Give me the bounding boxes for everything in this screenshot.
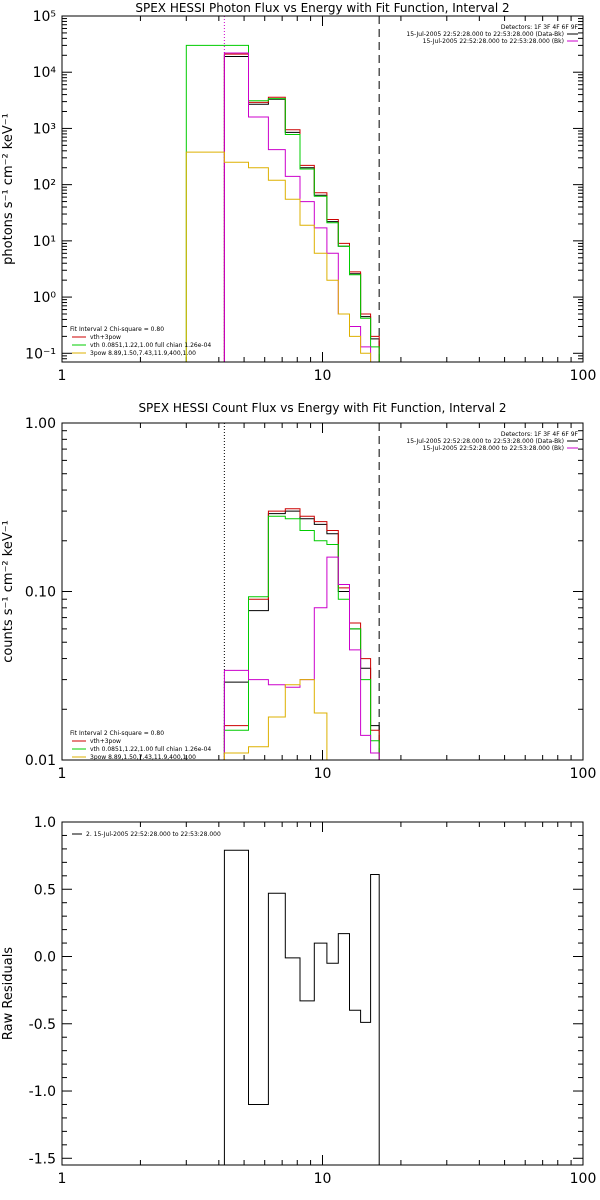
chart-title: SPEX HESSI Count Flux vs Energy with Fit…	[138, 401, 506, 415]
x-tick-label: 10	[314, 368, 332, 384]
y-tick-label: -0.5	[29, 1017, 56, 1033]
histogram-series-1	[223, 849, 380, 1165]
legend-fit-entry: 3pow 8.89,1.50,7.43,11.9,400,1.00	[90, 754, 196, 761]
histogram-series-1	[223, 56, 380, 362]
legend-data-entry: Detectors: 1F 3F 4F 6F 9F	[501, 24, 579, 31]
x-tick-label: 10	[314, 1171, 332, 1187]
y-tick-label: 10³	[33, 121, 56, 137]
legend-fit-entry: 3pow 8.89,1.50,7.43,11.9,400,1.00	[90, 350, 196, 357]
y-tick-label: 0.5	[34, 882, 56, 898]
y-tick-label: 1.00	[25, 416, 56, 432]
chart-panel-2: SPEX HESSI Count Flux vs Energy with Fit…	[1, 401, 596, 782]
x-tick-label: 100	[570, 368, 597, 384]
histogram-series-4	[223, 556, 380, 760]
chart-title: SPEX HESSI Photon Flux vs Energy with Fi…	[135, 1, 509, 15]
plot-frame	[61, 15, 584, 363]
y-tick-label: 10⁰	[33, 290, 57, 306]
histogram-series-5	[223, 679, 339, 761]
legend-data-entry: 15-Jul-2005 22:52:28.000 to 22:53:28.000…	[423, 38, 564, 45]
legend-fit-entry: Fit Interval 2 Chi-square = 0.80	[70, 730, 164, 737]
y-tick-label: 0.10	[25, 585, 56, 601]
legend-fit-entry: Fit Interval 2 Chi-square = 0.80	[70, 326, 164, 333]
legend-fit-entry: vth+3pow	[90, 334, 121, 341]
x-tick-label: 100	[570, 1171, 597, 1187]
y-tick-label: -1.5	[29, 1151, 56, 1167]
legend-fit-entry: vth 0.0851,1.22,1.00 full chian 1.26e-04	[90, 746, 211, 753]
histogram-series-2	[223, 53, 380, 362]
histogram-series-2	[223, 508, 380, 760]
legend-data-entry: 2. 15-Jul-2005 22:52:28.000 to 22:53:28.…	[86, 831, 221, 838]
y-tick-label: 10⁴	[33, 65, 57, 81]
x-tick-label: 100	[570, 766, 597, 782]
plot-frame	[61, 422, 584, 761]
histogram-series-5	[185, 151, 380, 363]
chart-panel-3: Raw Residuals 1 10 100 -1.5 -1.0 -0.5 0.0 0.5 1.0…	[1, 815, 596, 1187]
y-axis-label: counts s⁻¹ cm⁻² keV⁻¹	[1, 520, 16, 663]
x-tick-label: 10	[314, 766, 332, 782]
chart-panel-1: SPEX HESSI Photon Flux vs Energy with Fi…	[1, 1, 596, 384]
y-tick-label: 10¹	[33, 234, 56, 250]
x-tick-label: 1	[58, 1171, 67, 1187]
legend-fit-entry: vth 0.0851,1.22,1.00 full chian 1.26e-04	[90, 342, 211, 349]
y-tick-label: 0.0	[34, 950, 56, 966]
y-tick-label: 0.01	[25, 753, 56, 769]
legend-data-entry: 15-Jul-2005 22:52:28.000 to 22:53:28.000…	[423, 445, 564, 452]
x-tick-label: 1	[58, 766, 67, 782]
y-tick-label: 10²	[33, 178, 56, 194]
y-axis-label: photons s⁻¹ cm⁻² keV⁻¹	[1, 113, 16, 265]
y-tick-label: 10⁵	[33, 9, 56, 25]
histogram-series-4	[223, 52, 380, 363]
y-tick-label: -1.0	[29, 1084, 56, 1100]
y-tick-label: 10⁻¹	[25, 346, 56, 362]
y-tick-label: 1.0	[34, 815, 56, 831]
legend-fit-entry: vth+3pow	[90, 738, 121, 745]
legend-data-entry: 15-Jul-2005 22:52:28.000 to 22:53:28.000…	[406, 438, 564, 445]
y-axis-label: Raw Residuals	[1, 947, 16, 1040]
legend-data-entry: 15-Jul-2005 22:52:28.000 to 22:53:28.000…	[406, 31, 564, 38]
plot-frame	[61, 821, 584, 1166]
histogram-series-1	[223, 510, 380, 760]
histogram-series-3	[185, 44, 380, 362]
legend-data-entry: Detectors: 1F 3F 4F 6F 9F	[501, 431, 579, 438]
x-tick-label: 1	[58, 368, 67, 384]
histogram-series-3	[223, 515, 380, 760]
